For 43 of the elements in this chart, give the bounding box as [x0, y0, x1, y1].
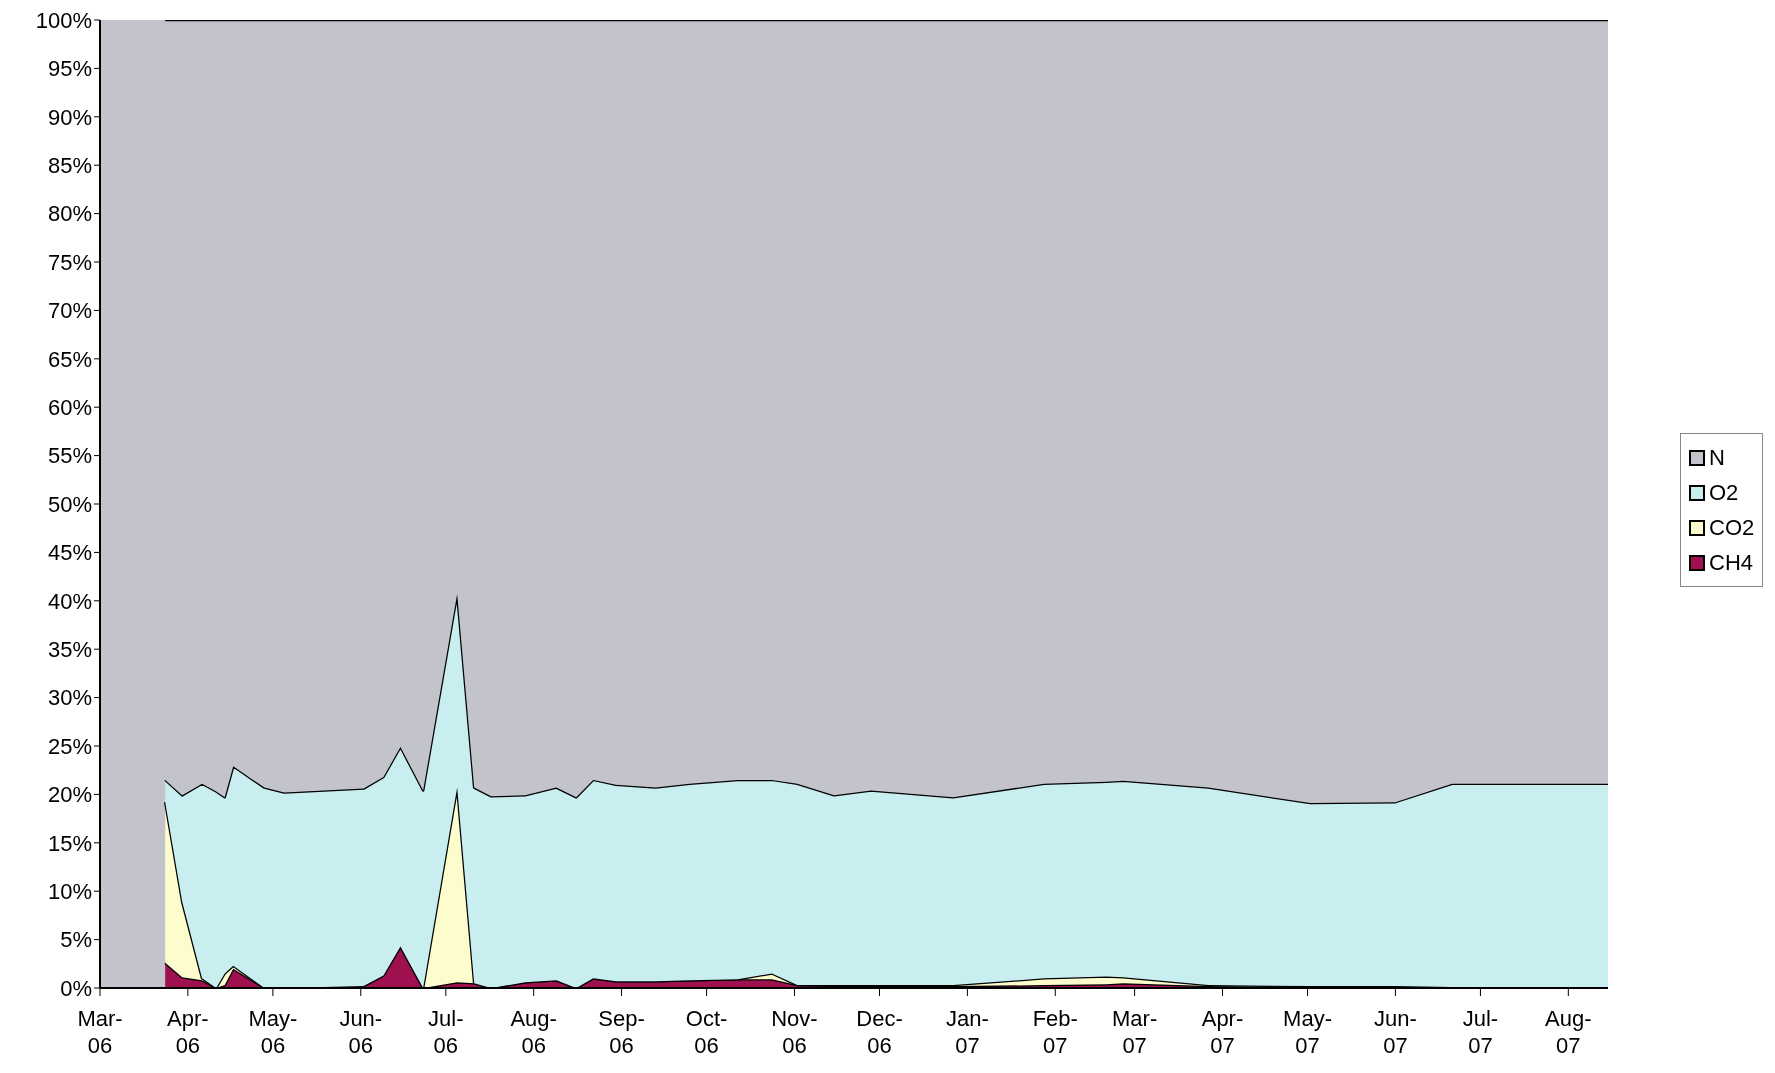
x-tick-label: Feb-07 — [1032, 1005, 1078, 1059]
x-tick-label: Jul-06 — [428, 1005, 464, 1059]
x-tick-label: Nov-06 — [771, 1005, 818, 1059]
y-tick-label: 65% — [47, 346, 92, 372]
x-tick-label: Aug-07 — [1545, 1005, 1592, 1059]
x-tick-label: Apr-07 — [1201, 1005, 1244, 1059]
x-tick-label: Apr-06 — [167, 1005, 209, 1059]
y-tick-label: 20% — [47, 782, 92, 808]
x-tick-label: Mar-07 — [1112, 1005, 1158, 1059]
y-tick-label: 45% — [47, 540, 92, 566]
x-tick-label: May-06 — [248, 1005, 298, 1059]
y-tick-label: 10% — [47, 879, 92, 905]
x-tick-label: Jun-07 — [1374, 1005, 1417, 1059]
y-tick-label: 40% — [47, 588, 92, 614]
y-tick-label: 0% — [60, 975, 92, 1001]
legend-label: O2 — [1709, 479, 1739, 506]
legend-label: CH4 — [1709, 549, 1754, 576]
y-tick-label: 5% — [60, 927, 92, 953]
x-tick-label: Sep-06 — [598, 1005, 645, 1059]
x-tick-label: Jun-06 — [339, 1005, 383, 1059]
y-tick-label: 95% — [47, 56, 92, 82]
y-tick-label: 100% — [35, 7, 92, 33]
y-tick-label: 85% — [47, 153, 92, 179]
x-tick-label: Dec-06 — [856, 1005, 903, 1059]
y-tick-label: 35% — [47, 637, 92, 663]
x-tick-label: May-07 — [1283, 1005, 1332, 1059]
x-tick-label: Aug-06 — [510, 1005, 557, 1059]
legend-label: N — [1709, 444, 1725, 471]
y-tick-label: 90% — [47, 104, 92, 130]
y-tick-label: 55% — [47, 443, 92, 469]
y-tick-label: 25% — [47, 733, 92, 759]
y-tick-label: 75% — [47, 249, 92, 275]
y-tick-label: 70% — [47, 298, 92, 324]
y-tick-label: 30% — [47, 685, 92, 711]
y-tick-label: 80% — [47, 201, 92, 227]
x-tick-label: Jul-07 — [1462, 1005, 1499, 1059]
y-tick-label: 15% — [47, 830, 92, 856]
y-tick-label: 50% — [47, 491, 92, 517]
x-tick-label: Oct-06 — [685, 1005, 728, 1059]
y-tick-label: 60% — [47, 395, 92, 421]
legend-label: CO2 — [1709, 514, 1755, 541]
x-tick-label: Jan-07 — [945, 1005, 989, 1059]
x-tick-label: Mar-06 — [77, 1005, 123, 1059]
